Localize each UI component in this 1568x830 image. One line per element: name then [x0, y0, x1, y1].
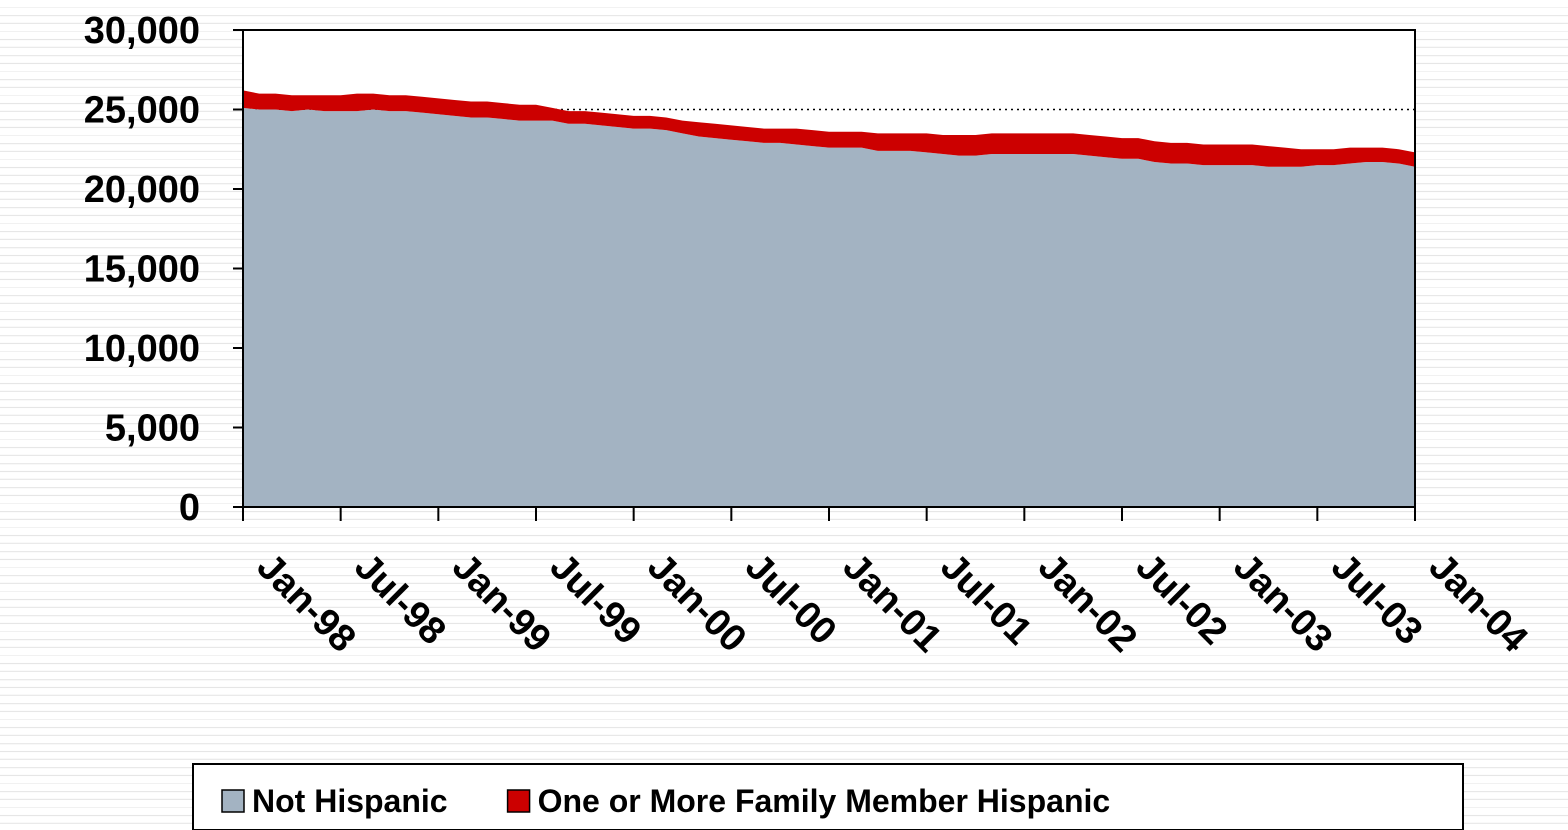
x-tick-label: Jan-99: [444, 546, 559, 661]
y-tick-label: 15,000: [84, 249, 200, 291]
x-tick-label: Jul-98: [346, 546, 453, 653]
x-tick-label: Jul-99: [542, 546, 649, 653]
x-tick-label: Jan-01: [835, 546, 950, 661]
x-tick-label: Jan-00: [639, 546, 754, 661]
legend-label: One or More Family Member Hispanic: [538, 783, 1111, 819]
area: [243, 107, 1415, 507]
legend-swatch: [506, 789, 531, 813]
x-tick-label: Jul-03: [1323, 546, 1430, 653]
y-tick-label: 0: [179, 487, 200, 529]
y-tick-label: 20,000: [84, 169, 200, 211]
y-tick-label: 5,000: [105, 408, 200, 450]
x-tick-label: Jan-02: [1030, 546, 1145, 661]
x-tick-label: Jul-02: [1128, 546, 1235, 653]
y-tick-label: 25,000: [84, 90, 200, 132]
legend: Not Hispanic One or More Family Member Hi…: [192, 763, 1464, 830]
x-tick-label: Jan-04: [1421, 546, 1536, 661]
y-tick-label: 30,000: [84, 10, 200, 52]
legend-swatch: [221, 789, 245, 813]
x-tick-label: Jul-01: [932, 546, 1039, 653]
x-tick-label: Jul-00: [737, 546, 844, 653]
area: [243, 90, 1415, 167]
x-tick-label: Jan-98: [249, 546, 364, 661]
y-tick-label: 10,000: [84, 328, 200, 370]
x-tick-label: Jan-03: [1225, 546, 1340, 661]
legend-box: [192, 763, 1464, 830]
legend-label: Not Hispanic: [252, 783, 448, 819]
